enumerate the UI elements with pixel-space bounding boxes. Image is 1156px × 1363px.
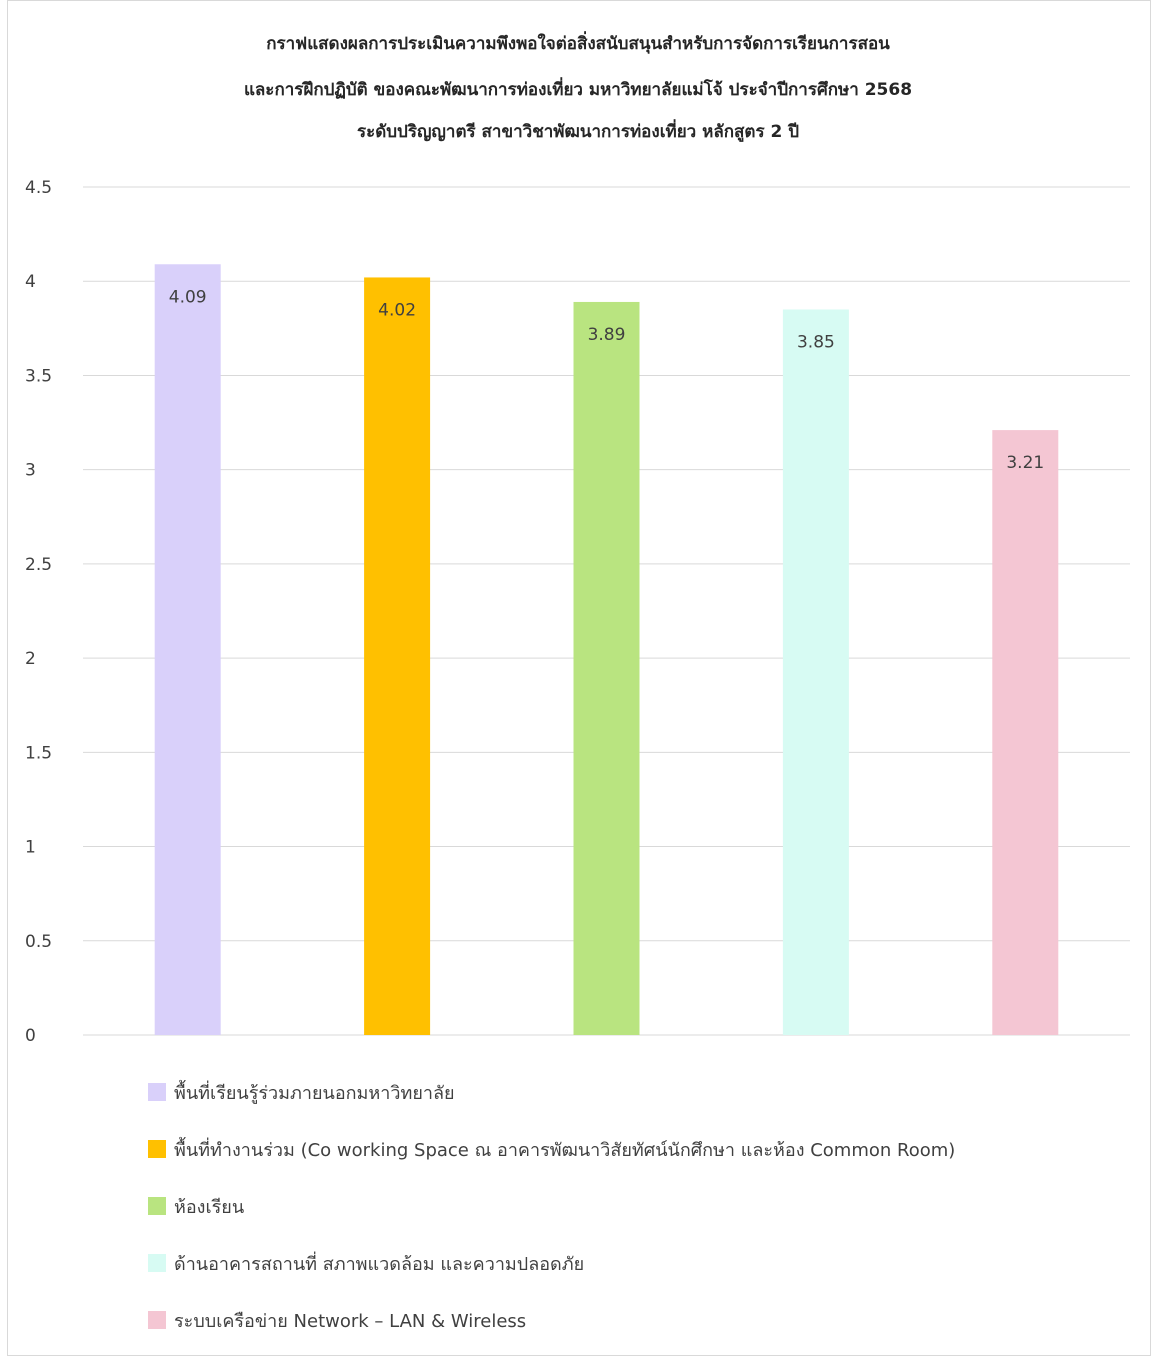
y-tick-label: 1.5: [25, 743, 52, 763]
legend-item-5: ระบบเครือข่าย Network – LAN & Wireless: [148, 1306, 1108, 1334]
chart-legend: พื้นที่เรียนรู้ร่วมภายนอกมหาวิทยาลัยพื้น…: [148, 1078, 1108, 1363]
bar-data-label-5: 3.21: [1006, 453, 1044, 473]
y-tick-label: 1: [25, 838, 36, 858]
bar-data-label-1: 4.09: [169, 287, 207, 307]
y-tick-label: 2: [25, 649, 36, 669]
y-tick-label: 4.5: [25, 178, 52, 198]
legend-label: ห้องเรียน: [174, 1196, 245, 1218]
bar-data-label-3: 3.89: [588, 325, 626, 345]
legend-swatch: [148, 1083, 166, 1101]
legend-swatch: [148, 1140, 166, 1158]
bar-data-label-4: 3.85: [797, 332, 835, 352]
legend-swatch: [148, 1197, 166, 1215]
legend-label: ด้านอาคารสถานที่ สภาพแวดล้อม และความปลอด…: [174, 1253, 585, 1275]
y-tick-label: 0.5: [25, 932, 52, 952]
legend-item-1: พื้นที่เรียนรู้ร่วมภายนอกมหาวิทยาลัย: [148, 1078, 1108, 1106]
bar-data-label-2: 4.02: [378, 300, 416, 320]
chart-plot-area: 0 0.5 1 1.5 2 2.5 3 3.5 4 4.5 4.09 4.02 3.89 3.85 3.21: [25, 178, 1130, 1046]
legend-swatch: [148, 1311, 166, 1329]
chart-title-line-3: ระดับปริญญาตรี สาขาวิชาพัฒนาการท่องเที่ย…: [356, 122, 800, 142]
legend-label: ระบบเครือข่าย Network – LAN & Wireless: [174, 1310, 527, 1332]
legend-label: พื้นที่เรียนรู้ร่วมภายนอกมหาวิทยาลัย: [174, 1082, 455, 1104]
y-tick-label: 4: [25, 272, 36, 292]
bar-2: [364, 277, 431, 1035]
legend-item-2: พื้นที่ทำงานร่วม (Co working Space ณ อาค…: [148, 1135, 1108, 1163]
bar-1: [154, 264, 221, 1035]
bar-4: [782, 309, 849, 1035]
legend-item-3: ห้องเรียน: [148, 1192, 1108, 1220]
y-tick-label: 3.5: [25, 366, 52, 386]
y-tick-label: 2.5: [25, 555, 52, 575]
legend-item-4: ด้านอาคารสถานที่ สภาพแวดล้อม และความปลอด…: [148, 1249, 1108, 1277]
y-tick-label: 3: [25, 461, 36, 481]
legend-label: พื้นที่ทำงานร่วม (Co working Space ณ อาค…: [174, 1139, 956, 1161]
bar-3: [573, 301, 640, 1035]
legend-swatch: [148, 1254, 166, 1272]
chart-title-line-1: กราฟแสดงผลการประเมินความพึงพอใจต่อสิ่งสน…: [266, 34, 890, 54]
chart-title-line-2: และการฝึกปฏิบัติ ของคณะพัฒนาการท่องเที่ย…: [243, 80, 913, 100]
bar-5: [992, 430, 1059, 1035]
y-tick-label: 0: [25, 1026, 36, 1046]
